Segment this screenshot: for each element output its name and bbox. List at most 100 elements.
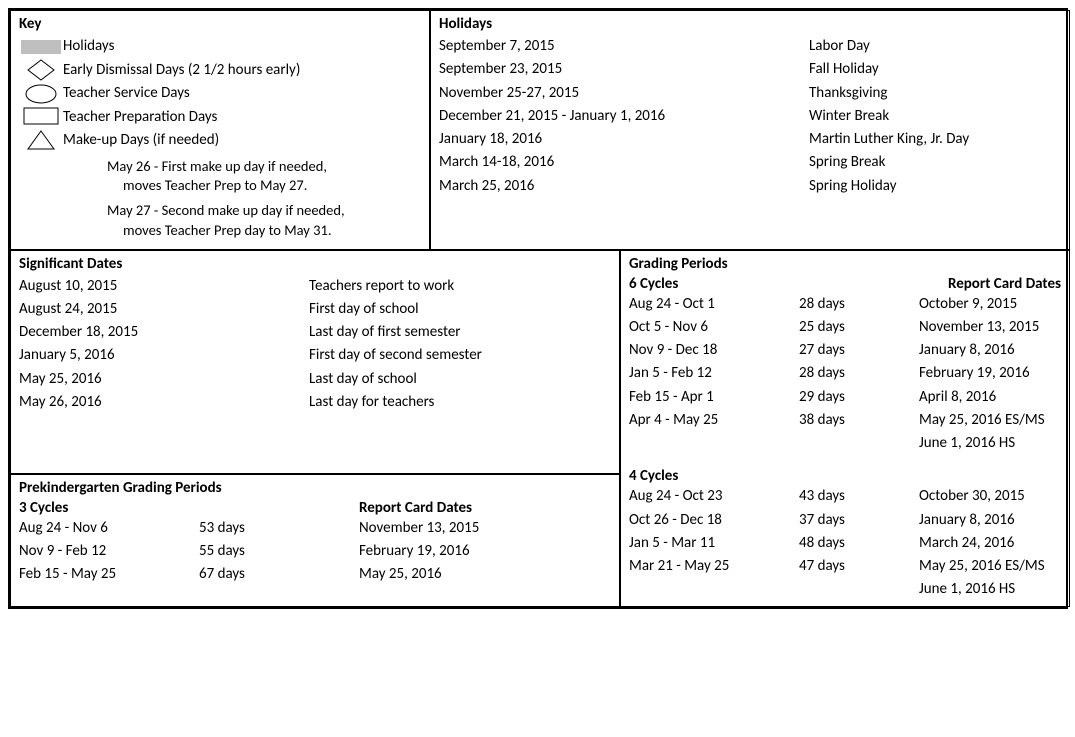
key-label: Holidays — [63, 35, 114, 58]
holiday-date: November 25-27, 2015 — [439, 82, 809, 105]
gp-range: Mar 21 - May 25 — [629, 555, 799, 578]
gp-row: Oct 5 - Nov 625 daysNovember 13, 2015 — [629, 316, 1061, 339]
gp-row: Aug 24 - Oct 128 daysOctober 9, 2015 — [629, 293, 1061, 316]
triangle-icon — [19, 129, 63, 151]
sig-date: May 26, 2016 — [19, 391, 309, 414]
gp-row: Jan 5 - Feb 1228 daysFebruary 19, 2016 — [629, 362, 1061, 385]
gp-days — [799, 578, 919, 601]
holiday-row: March 14-18, 2016Spring Break — [439, 151, 1061, 174]
holiday-row: September 23, 2015Fall Holiday — [439, 58, 1061, 81]
key-item: Teacher Service Days — [19, 82, 421, 105]
sig-row: August 10, 2015Teachers report to work — [19, 275, 611, 298]
prek-title: Prekindergarten Grading Periods — [19, 479, 611, 497]
holidays-panel: Holidays September 7, 2015Labor Day Sept… — [430, 10, 1070, 250]
gp-days: 27 days — [799, 339, 919, 362]
gp-row: Oct 26 - Dec 1837 daysJanuary 8, 2016 — [629, 509, 1061, 532]
key-label: Teacher Preparation Days — [63, 106, 217, 129]
key-label: Make-up Days (if needed) — [63, 129, 219, 152]
gp-days: 28 days — [799, 362, 919, 385]
sig-event: First day of second semester — [309, 344, 482, 367]
diamond-icon — [19, 58, 63, 82]
sig-event: Last day for teachers — [309, 391, 434, 414]
holiday-name: Winter Break — [809, 105, 889, 128]
gp-report-card: June 1, 2016 HS — [919, 432, 1015, 455]
ellipse-icon — [19, 83, 63, 105]
sig-date: December 18, 2015 — [19, 321, 309, 344]
gp-range — [629, 432, 799, 455]
prek-rc-label: Report Card Dates — [359, 499, 472, 517]
prek-panel: Prekindergarten Grading Periods 3 Cycles… — [10, 474, 620, 607]
report-card-label: Report Card Dates — [948, 275, 1061, 293]
gp-range: Jan 5 - Feb 12 — [629, 362, 799, 385]
calendar-info-grid: Key Holidays Early Dismissal Days (2 1/2… — [8, 8, 1068, 609]
prek-rc: November 13, 2015 — [359, 517, 479, 540]
prek-row: Aug 24 - Nov 653 daysNovember 13, 2015 — [19, 517, 611, 540]
prek-range: Feb 15 - May 25 — [19, 563, 199, 586]
sig-date: May 25, 2016 — [19, 368, 309, 391]
sig-event: Teachers report to work — [309, 275, 454, 298]
prek-row: Nov 9 - Feb 1255 daysFebruary 19, 2016 — [19, 540, 611, 563]
gp-report-card: February 19, 2016 — [919, 362, 1030, 385]
sig-row: January 5, 2016First day of second semes… — [19, 344, 611, 367]
gp-report-card: April 8, 2016 — [919, 386, 996, 409]
holiday-name: Fall Holiday — [809, 58, 879, 81]
sig-event: Last day of school — [309, 368, 417, 391]
holiday-row: January 18, 2016Martin Luther King, Jr. … — [439, 128, 1061, 151]
key-item: Early Dismissal Days (2 1/2 hours early) — [19, 58, 421, 82]
gp-report-card: October 30, 2015 — [919, 485, 1025, 508]
makeup-note-2b: moves Teacher Prep day to May 31. — [123, 221, 421, 239]
holiday-name: Labor Day — [809, 35, 870, 58]
holiday-date: September 7, 2015 — [439, 35, 809, 58]
holiday-name: Thanksgiving — [809, 82, 887, 105]
gp-row: Nov 9 - Dec 1827 daysJanuary 8, 2016 — [629, 339, 1061, 362]
sig-row: December 18, 2015Last day of first semes… — [19, 321, 611, 344]
gp-range: Feb 15 - Apr 1 — [629, 386, 799, 409]
gp-range: Nov 9 - Dec 18 — [629, 339, 799, 362]
holiday-row: December 21, 2015 - January 1, 2016Winte… — [439, 105, 1061, 128]
gp-report-card: November 13, 2015 — [919, 316, 1039, 339]
significant-dates-panel: Significant Dates August 10, 2015Teacher… — [10, 250, 620, 474]
holidays-icon — [19, 39, 63, 55]
gp-report-card: October 9, 2015 — [919, 293, 1017, 316]
gp-range: Aug 24 - Oct 1 — [629, 293, 799, 316]
key-item: Teacher Preparation Days — [19, 106, 421, 129]
gp-row: June 1, 2016 HS — [629, 578, 1061, 601]
gp-report-card: January 8, 2016 — [919, 339, 1015, 362]
makeup-note-2a: May 27 - Second make up day if needed, — [107, 200, 421, 220]
prek-range: Nov 9 - Feb 12 — [19, 540, 199, 563]
key-title: Key — [19, 15, 421, 33]
holiday-date: January 18, 2016 — [439, 128, 809, 151]
gp-range — [629, 578, 799, 601]
holiday-name: Spring Break — [809, 151, 885, 174]
gp-report-card: March 24, 2016 — [919, 532, 1014, 555]
holiday-date: December 21, 2015 - January 1, 2016 — [439, 105, 809, 128]
holiday-row: November 25-27, 2015Thanksgiving — [439, 82, 1061, 105]
makeup-note-1a: May 26 - First make up day if needed, — [107, 156, 421, 176]
six-cycles-label: 6 Cycles — [629, 275, 948, 293]
gp-range: Oct 5 - Nov 6 — [629, 316, 799, 339]
prek-row: Feb 15 - May 2567 daysMay 25, 2016 — [19, 563, 611, 586]
sig-event: First day of school — [309, 298, 419, 321]
gp-days — [799, 432, 919, 455]
gp-report-card: January 8, 2016 — [919, 509, 1015, 532]
significant-title: Significant Dates — [19, 255, 611, 273]
sig-row: May 26, 2016Last day for teachers — [19, 391, 611, 414]
gp-days: 43 days — [799, 485, 919, 508]
holidays-title: Holidays — [439, 15, 1061, 33]
gp-days: 47 days — [799, 555, 919, 578]
holiday-row: September 7, 2015Labor Day — [439, 35, 1061, 58]
holiday-date: March 14-18, 2016 — [439, 151, 809, 174]
gp-days: 25 days — [799, 316, 919, 339]
gp-days: 28 days — [799, 293, 919, 316]
gp-row: June 1, 2016 HS — [629, 432, 1061, 455]
sig-date: August 24, 2015 — [19, 298, 309, 321]
makeup-note-1b: moves Teacher Prep to May 27. — [123, 176, 421, 194]
gp-report-card: May 25, 2016 ES/MS — [919, 555, 1045, 578]
key-item: Make-up Days (if needed) — [19, 129, 421, 152]
gp-days: 37 days — [799, 509, 919, 532]
gp-range: Oct 26 - Dec 18 — [629, 509, 799, 532]
gp-range: Aug 24 - Oct 23 — [629, 485, 799, 508]
three-cycles-header: 3 Cycles Report Card Dates — [19, 499, 611, 517]
sig-date: January 5, 2016 — [19, 344, 309, 367]
holiday-date: March 25, 2016 — [439, 175, 809, 198]
